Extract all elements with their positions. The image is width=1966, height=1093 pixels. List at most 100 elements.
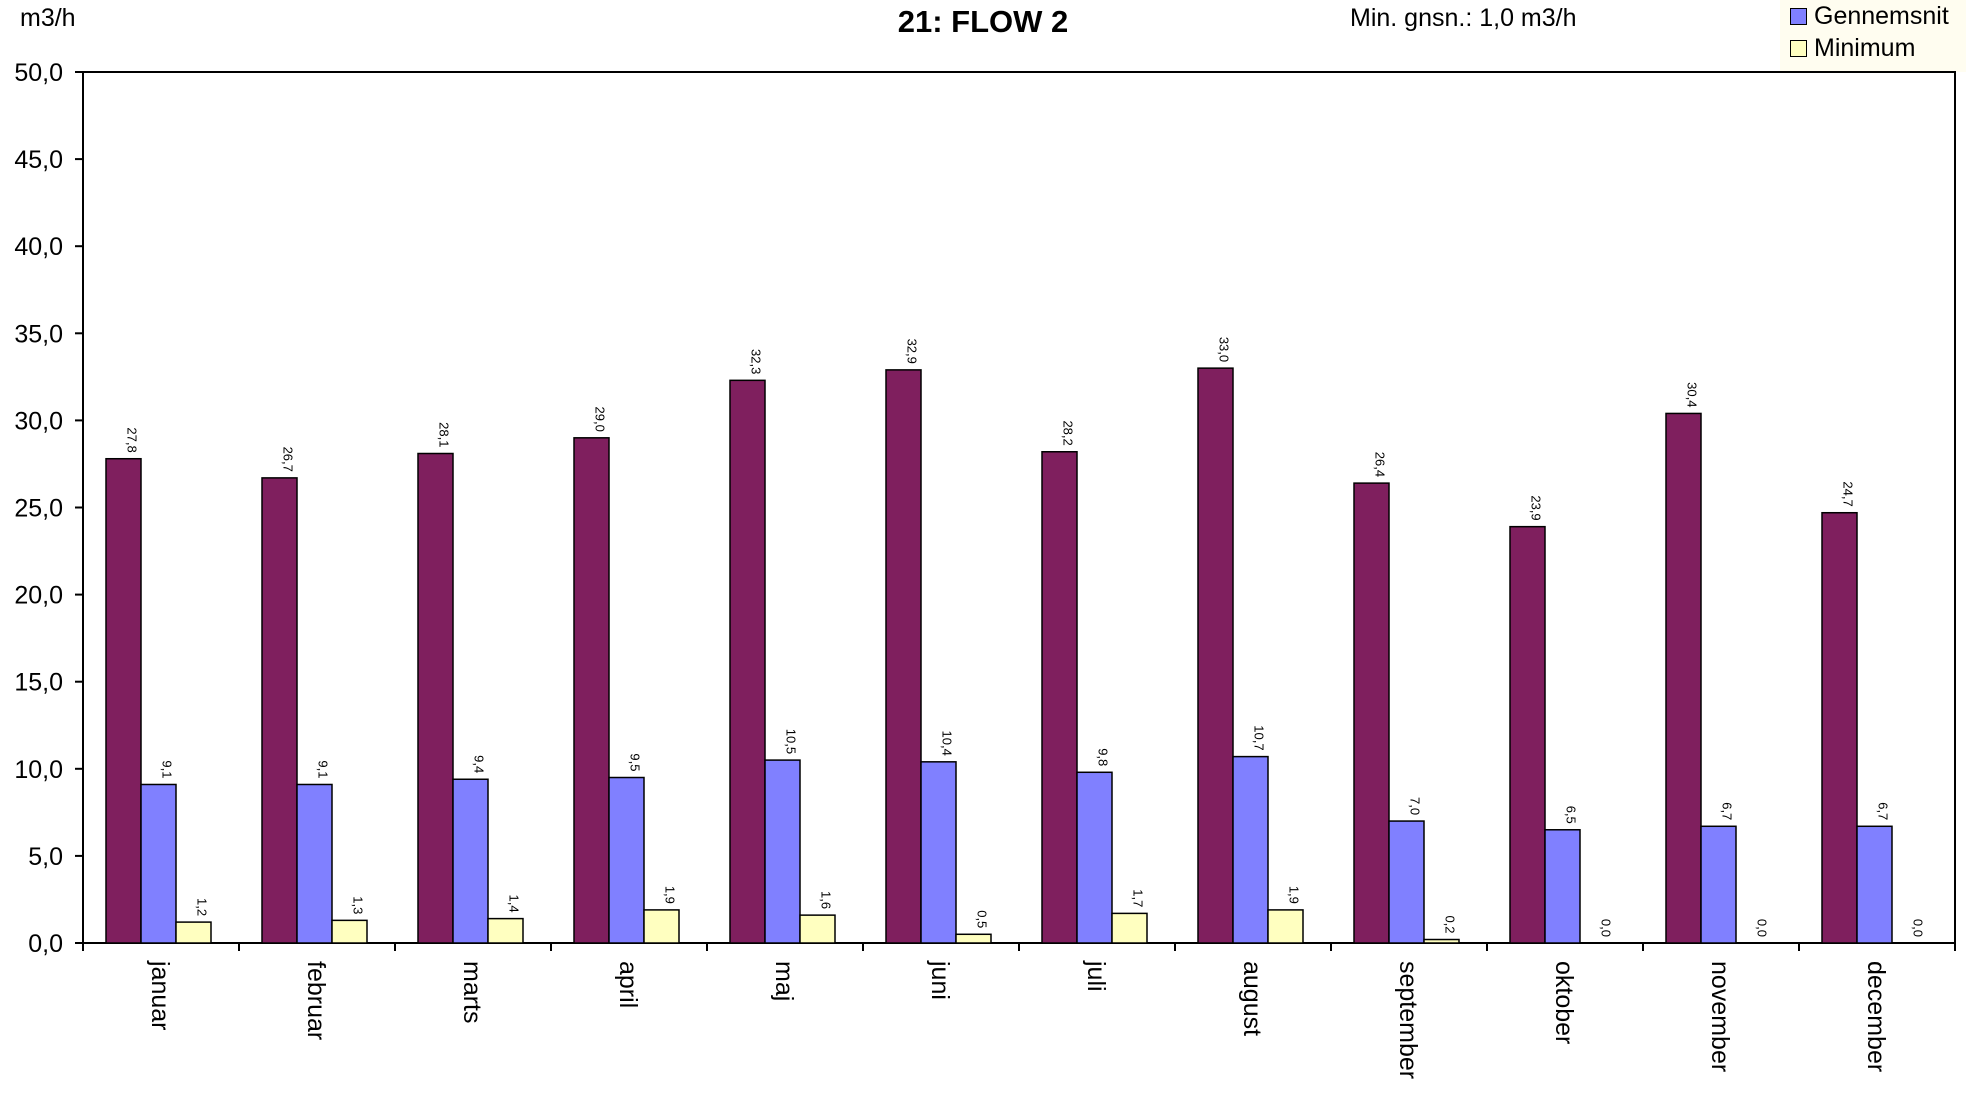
x-category-label: marts xyxy=(458,961,486,1024)
data-label: 26,4 xyxy=(1373,452,1388,477)
bar xyxy=(885,369,922,944)
data-label: 29,0 xyxy=(593,407,608,432)
x-category-label: december xyxy=(1862,961,1890,1072)
data-label: 1,4 xyxy=(507,895,522,913)
bar xyxy=(1232,755,1269,944)
y-tick-label: 40,0 xyxy=(14,233,63,261)
data-label: 6,7 xyxy=(1720,802,1735,820)
bar xyxy=(140,783,177,944)
bar xyxy=(764,759,801,944)
bar xyxy=(1111,912,1148,944)
bar xyxy=(1353,482,1390,944)
y-tick-label: 0,0 xyxy=(28,930,63,958)
data-label: 9,1 xyxy=(160,760,175,778)
bar xyxy=(1076,771,1113,944)
data-label: 32,3 xyxy=(749,349,764,374)
x-category-label: januar xyxy=(146,960,174,1031)
bar xyxy=(452,778,489,944)
legend: Gennemsnit Minimum xyxy=(1780,0,1966,72)
bar xyxy=(799,914,836,944)
y-tick-label: 35,0 xyxy=(14,320,63,348)
bar xyxy=(1544,829,1581,944)
x-category-label: juli xyxy=(1082,960,1110,992)
data-label: 0,2 xyxy=(1443,915,1458,933)
data-label: 26,7 xyxy=(281,447,296,472)
data-label: 27,8 xyxy=(125,427,140,452)
bar xyxy=(417,452,454,944)
x-category-label: november xyxy=(1706,961,1734,1072)
y-axis-unit-label: m3/h xyxy=(20,4,76,32)
data-label: 6,7 xyxy=(1876,802,1891,820)
data-label: 1,9 xyxy=(1287,886,1302,904)
data-label: 1,9 xyxy=(663,886,678,904)
x-category-label: juni xyxy=(926,960,954,1000)
bar xyxy=(487,917,524,944)
chart-subtitle: Min. gnsn.: 1,0 m3/h xyxy=(1350,4,1577,32)
legend-swatch xyxy=(1790,8,1807,25)
data-label: 9,5 xyxy=(628,753,643,771)
bar xyxy=(105,457,142,944)
x-category-label: september xyxy=(1394,961,1422,1079)
data-label: 1,6 xyxy=(819,891,834,909)
data-label: 23,9 xyxy=(1529,495,1544,520)
bar xyxy=(1388,820,1425,944)
legend-label: Minimum xyxy=(1814,34,1916,62)
data-label: 10,4 xyxy=(940,731,955,756)
chart-title: 21: FLOW 2 xyxy=(897,4,1069,39)
bar xyxy=(1197,367,1234,944)
data-label: 1,3 xyxy=(351,896,366,914)
bar xyxy=(955,933,992,944)
bar xyxy=(1821,511,1858,944)
data-label: 0,0 xyxy=(1755,919,1770,937)
data-label: 24,7 xyxy=(1841,481,1856,506)
data-label: 10,5 xyxy=(784,729,799,754)
data-label: 6,5 xyxy=(1564,806,1579,824)
y-tick-label: 15,0 xyxy=(14,669,63,697)
bar xyxy=(175,921,212,944)
bar xyxy=(1856,825,1893,944)
data-label: 9,1 xyxy=(316,760,331,778)
y-tick-label: 50,0 xyxy=(14,59,63,87)
data-label: 33,0 xyxy=(1217,337,1232,362)
x-category-label: april xyxy=(614,961,642,1008)
data-label: 0,0 xyxy=(1911,919,1926,937)
data-label: 7,0 xyxy=(1408,797,1423,815)
y-tick-label: 45,0 xyxy=(14,146,63,174)
data-label: 32,9 xyxy=(905,339,920,364)
data-label: 9,4 xyxy=(472,755,487,773)
data-label: 28,2 xyxy=(1061,420,1076,445)
bar xyxy=(1423,938,1460,944)
legend-label: Gennemsnit xyxy=(1814,2,1949,30)
bar xyxy=(729,379,766,944)
bar xyxy=(573,437,610,944)
bar xyxy=(920,761,957,944)
y-tick-label: 30,0 xyxy=(14,407,63,435)
legend-swatch xyxy=(1790,40,1807,57)
x-category-label: maj xyxy=(770,961,798,1001)
data-label: 9,8 xyxy=(1096,748,1111,766)
data-label: 28,1 xyxy=(437,422,452,447)
data-label: 0,5 xyxy=(975,910,990,928)
data-label: 1,2 xyxy=(195,898,210,916)
bar xyxy=(1509,525,1546,944)
y-tick-label: 5,0 xyxy=(28,843,63,871)
bar xyxy=(296,783,333,944)
x-category-label: oktober xyxy=(1550,961,1578,1044)
data-label: 0,0 xyxy=(1599,919,1614,937)
bar xyxy=(331,919,368,944)
y-tick-label: 10,0 xyxy=(14,756,63,784)
bar xyxy=(1041,451,1078,944)
bar xyxy=(608,776,645,944)
bar xyxy=(1700,825,1737,944)
bar xyxy=(261,477,298,944)
bar xyxy=(1665,412,1702,944)
data-label: 1,7 xyxy=(1131,889,1146,907)
bar xyxy=(1267,909,1304,944)
data-label: 10,7 xyxy=(1252,725,1267,750)
y-tick-label: 25,0 xyxy=(14,495,63,523)
bar xyxy=(643,909,680,944)
y-tick-label: 20,0 xyxy=(14,582,63,610)
x-category-label: februar xyxy=(302,961,330,1040)
data-label: 30,4 xyxy=(1685,382,1700,407)
